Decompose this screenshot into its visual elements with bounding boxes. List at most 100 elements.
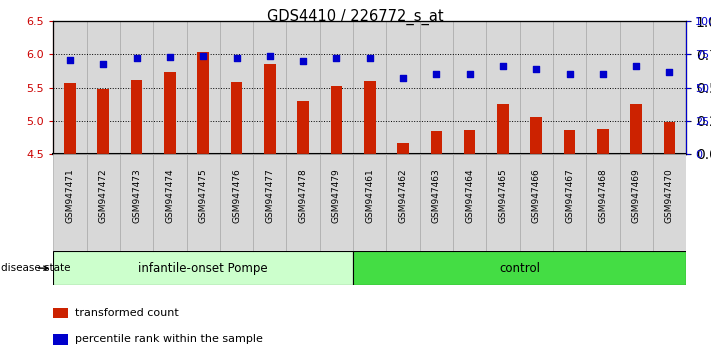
Bar <box>253 21 287 154</box>
Point <box>464 72 476 77</box>
Bar <box>64 83 76 154</box>
Bar <box>520 21 553 154</box>
Bar <box>464 130 476 154</box>
Bar <box>87 154 120 251</box>
Bar <box>53 154 87 251</box>
Text: control: control <box>499 262 540 275</box>
Bar <box>419 154 453 251</box>
Bar <box>154 21 186 154</box>
Text: GSM947473: GSM947473 <box>132 169 141 223</box>
Bar <box>619 21 653 154</box>
Text: infantile-onset Pompe: infantile-onset Pompe <box>139 262 268 275</box>
Bar <box>353 154 386 251</box>
Bar <box>430 131 442 154</box>
Bar <box>53 334 68 345</box>
Bar <box>87 21 120 154</box>
Text: GSM947468: GSM947468 <box>599 169 607 223</box>
Text: GSM947471: GSM947471 <box>65 169 75 223</box>
Bar <box>663 122 675 154</box>
Bar <box>53 21 87 154</box>
Bar <box>320 154 353 251</box>
Bar <box>553 21 586 154</box>
Point <box>564 72 575 77</box>
Point <box>231 56 242 61</box>
Bar <box>419 21 453 154</box>
Bar <box>230 82 242 154</box>
Text: GSM947467: GSM947467 <box>565 169 574 223</box>
Point <box>264 53 275 58</box>
Bar <box>287 21 320 154</box>
Bar <box>164 72 176 154</box>
Bar <box>264 64 276 154</box>
Text: GSM947472: GSM947472 <box>99 169 108 223</box>
Bar <box>331 86 342 154</box>
Bar <box>597 130 609 154</box>
Bar <box>297 101 309 154</box>
Point <box>497 64 508 69</box>
Text: GSM947476: GSM947476 <box>232 169 241 223</box>
Text: GSM947462: GSM947462 <box>399 169 407 223</box>
Bar <box>653 21 686 154</box>
Bar <box>120 21 154 154</box>
Bar <box>97 89 109 154</box>
Bar <box>120 154 154 251</box>
Bar <box>553 154 586 251</box>
Bar <box>154 154 186 251</box>
Bar <box>198 52 209 154</box>
Point <box>631 64 642 69</box>
Bar <box>386 21 419 154</box>
Text: GSM947469: GSM947469 <box>631 169 641 223</box>
Text: GSM947478: GSM947478 <box>299 169 308 223</box>
Point <box>597 72 609 77</box>
Text: GSM947466: GSM947466 <box>532 169 541 223</box>
Text: GSM947474: GSM947474 <box>166 169 174 223</box>
Point <box>664 69 675 75</box>
Point <box>431 72 442 77</box>
Point <box>97 61 109 67</box>
Point <box>164 54 176 60</box>
Text: GSM947465: GSM947465 <box>498 169 508 223</box>
Text: GSM947477: GSM947477 <box>265 169 274 223</box>
Point <box>64 57 75 63</box>
Text: GSM947479: GSM947479 <box>332 169 341 223</box>
Bar <box>586 21 619 154</box>
Point <box>331 56 342 61</box>
Bar <box>53 308 68 318</box>
Bar <box>364 81 375 154</box>
Bar <box>631 104 642 154</box>
Text: GDS4410 / 226772_s_at: GDS4410 / 226772_s_at <box>267 9 444 25</box>
Bar <box>220 154 253 251</box>
Bar <box>564 130 575 154</box>
Text: GSM947463: GSM947463 <box>432 169 441 223</box>
Bar <box>287 154 320 251</box>
Bar <box>486 154 520 251</box>
Bar <box>530 117 542 154</box>
Bar <box>386 154 419 251</box>
Point <box>530 66 542 72</box>
Bar <box>253 154 287 251</box>
Bar <box>186 154 220 251</box>
Bar <box>653 154 686 251</box>
Bar <box>320 21 353 154</box>
Point <box>198 53 209 58</box>
Bar <box>131 80 142 154</box>
Text: transformed count: transformed count <box>75 308 178 318</box>
Point <box>397 75 409 81</box>
Bar <box>353 251 686 285</box>
Text: GSM947464: GSM947464 <box>465 169 474 223</box>
Bar <box>586 154 619 251</box>
Bar <box>53 251 353 285</box>
Bar <box>497 104 509 154</box>
Bar <box>453 21 486 154</box>
Text: percentile rank within the sample: percentile rank within the sample <box>75 335 262 344</box>
Bar <box>619 154 653 251</box>
Bar <box>486 21 520 154</box>
Bar <box>186 21 220 154</box>
Text: GSM947470: GSM947470 <box>665 169 674 223</box>
Text: disease state: disease state <box>1 263 70 273</box>
Point <box>131 56 142 61</box>
Bar <box>397 143 409 154</box>
Text: GSM947461: GSM947461 <box>365 169 374 223</box>
Point <box>297 58 309 64</box>
Bar <box>453 154 486 251</box>
